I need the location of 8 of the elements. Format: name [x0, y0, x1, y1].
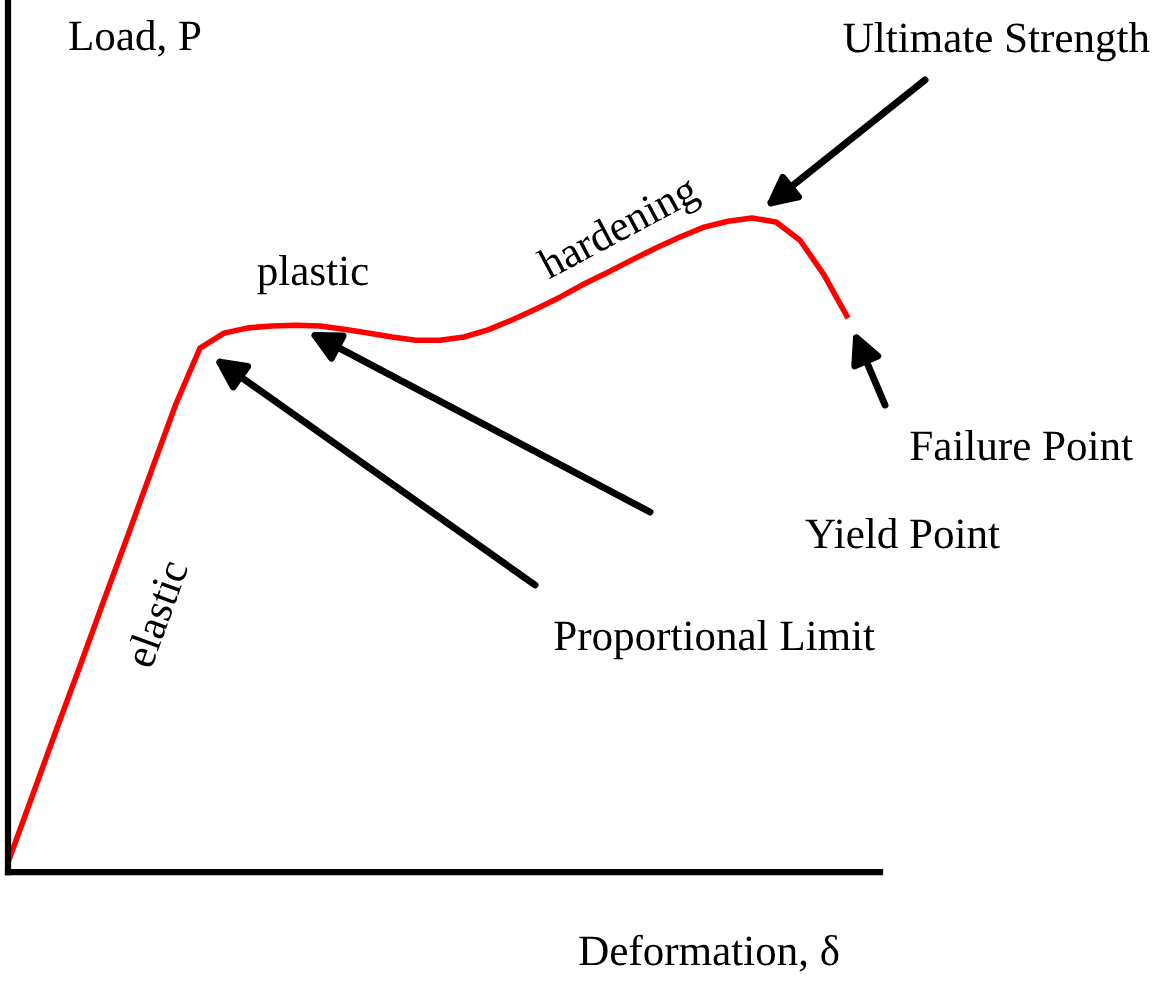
- text: Failure Point: [910, 430, 1133, 461]
- x-axis-title: Deformation, δ: [579, 934, 839, 972]
- annotation: plastic: [257, 255, 368, 295]
- annotation: Yield Point: [805, 518, 1000, 549]
- text: Ultimate Strength: [843, 22, 1150, 62]
- annotation: Proportional Limit: [554, 620, 875, 660]
- y-axis-title: Load, P: [69, 20, 201, 57]
- annotation: elastic: [123, 557, 189, 669]
